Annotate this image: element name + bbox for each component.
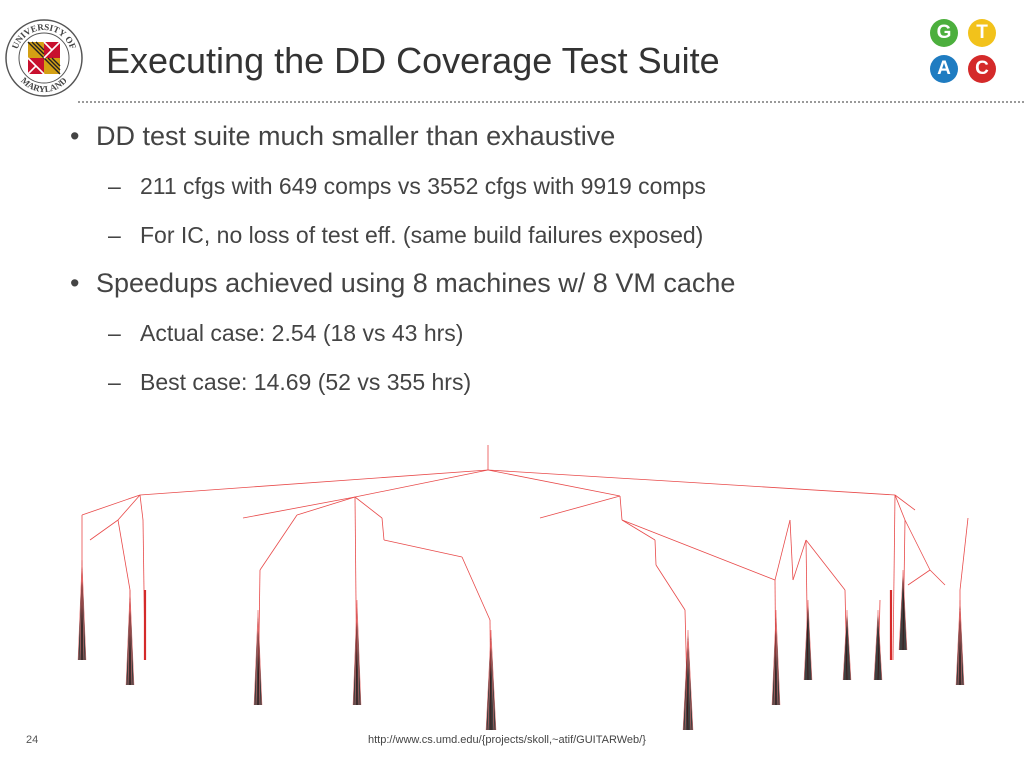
tree-edges [81,445,969,731]
slide-title: Executing the DD Coverage Test Suite [106,40,720,81]
gtac-t-badge: T [968,19,996,47]
title-divider [78,101,1024,103]
slide-content: • DD test suite much smaller than exhaust… [70,121,735,396]
sub-bullet-item: – Actual case: 2.54 (18 vs 43 hrs) [108,320,463,347]
dash-icon: – [108,320,121,346]
dash-icon: – [108,173,121,199]
sub-bullet-item: – Best case: 14.69 (52 vs 355 hrs) [108,369,471,396]
tree-highlight-bars [143,590,893,660]
bullet-icon: • [70,121,80,151]
sub-bullet-text: Actual case: 2.54 (18 vs 43 hrs) [140,320,464,346]
sub-bullet-item: –211 cfgs with 649 comps vs 3552 cfgs wi… [108,173,706,200]
dash-icon: – [108,369,121,395]
sub-bullet-text: 211 cfgs with 649 comps vs 3552 cfgs wit… [140,173,706,199]
umd-seal-logo: UNIVERSITY OF MARYLAND [5,19,83,97]
bullet-text: Speedups achieved using 8 machines w/ 8 … [96,268,736,298]
gtac-c-badge: C [968,55,996,83]
dash-icon: – [108,222,121,248]
gtac-a-badge: A [930,55,958,83]
bullet-icon: • [70,268,80,298]
gtac-logo: G T A C [928,16,1004,88]
maryland-flag-shield [27,41,61,75]
slide-number: 24 [26,734,39,746]
bullet-item: • DD test suite much smaller than exhaust… [70,121,615,152]
tree-leaf-bundles [77,559,965,731]
footer-url: http://www.cs.umd.edu/{projects/skoll,~a… [368,734,646,746]
gtac-g-badge: G [930,19,958,47]
sub-bullet-text: For IC, no loss of test eff. (same build… [140,222,704,248]
bullet-item: • Speedups achieved using 8 machines w/ 8… [70,268,735,299]
bullet-text: DD test suite much smaller than exhausti… [96,121,616,151]
coverage-tree-diagram [77,445,969,731]
sub-bullet-text: Best case: 14.69 (52 vs 355 hrs) [140,369,472,395]
sub-bullet-item: – For IC, no loss of test eff. (same buil… [108,222,703,249]
